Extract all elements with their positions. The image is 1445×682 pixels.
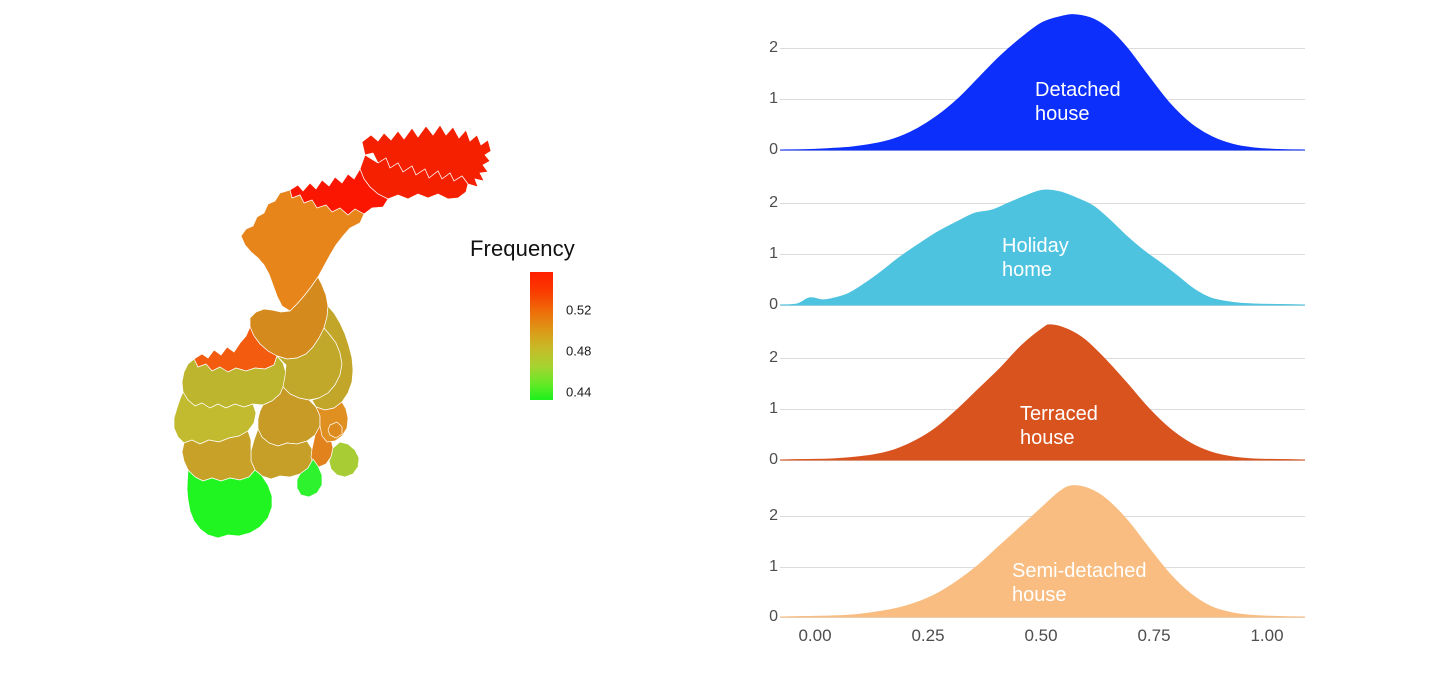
legend-tick-mark-1: [553, 351, 561, 352]
norway-choropleth-map[interactable]: [150, 95, 530, 555]
density-area: [779, 485, 1306, 618]
ridge-facet-semi-detached-house[interactable]: 2 1 0 Semi-detached house: [720, 466, 1445, 626]
map-region-oslo[interactable]: [327, 421, 343, 439]
ridge-facet-terraced-house[interactable]: 2 1 0 Terraced house: [720, 310, 1445, 470]
legend-tick-mark-0: [553, 310, 561, 311]
y-tick-label: 0: [769, 141, 778, 158]
y-tick-label: 2: [769, 39, 778, 56]
density-curve-detached-house[interactable]: [779, 0, 1306, 160]
y-axis-facet-1: 2 1 0: [730, 0, 778, 160]
density-curve-terraced-house[interactable]: [779, 310, 1306, 470]
y-axis-facet-4: 2 1 0: [730, 466, 778, 626]
density-curve-semi-detached-house[interactable]: [779, 466, 1306, 627]
map-regions[interactable]: [173, 124, 492, 539]
density-area: [779, 189, 1306, 306]
legend-colorbar[interactable]: 0.52 0.48 0.44: [530, 272, 591, 400]
legend-tick-label-048: 0.48: [566, 343, 592, 359]
x-tick-label: 0.75: [1137, 626, 1171, 645]
y-tick-label: 1: [769, 400, 778, 417]
x-axis: 0.00 0.25 0.50 0.75 1.00: [780, 618, 1370, 658]
legend-gradient-bar: [530, 272, 553, 400]
ridge-facet-detached-house[interactable]: 2 1 0 Detached house: [720, 0, 1445, 160]
ridgeline-plot: 2 1 0 Detached house 2 1 0 Holiday home: [720, 0, 1445, 682]
legend-tick-label-044: 0.44: [566, 384, 592, 400]
x-tick-label: 0.50: [1024, 626, 1058, 645]
density-area: [779, 324, 1306, 461]
y-tick-label: 1: [769, 245, 778, 262]
y-tick-label: 0: [769, 451, 778, 468]
legend-tick-label-052: 0.52: [566, 302, 592, 318]
facet-plot-area-3: Terraced house: [779, 310, 1370, 470]
y-tick-label: 1: [769, 90, 778, 107]
y-axis-facet-2: 2 1 0: [730, 155, 778, 315]
y-tick-label: 2: [769, 349, 778, 366]
map-legend: Frequency: [470, 236, 645, 411]
map-region-aust-agder[interactable]: [296, 458, 323, 498]
facet-plot-area-1: Detached house: [779, 0, 1370, 160]
y-tick-label: 0: [769, 296, 778, 313]
map-region-ostfold[interactable]: [328, 441, 360, 478]
map-panel: Frequency: [0, 0, 720, 682]
y-axis-facet-3: 2 1 0: [730, 310, 778, 470]
facet-plot-area-4: Semi-detached house: [779, 466, 1370, 627]
y-tick-label: 2: [769, 194, 778, 211]
facet-plot-area-2: Holiday home: [779, 155, 1370, 315]
x-tick-label: 0.00: [798, 626, 832, 645]
density-area: [779, 14, 1306, 151]
density-curve-holiday-home[interactable]: [779, 155, 1306, 315]
x-tick-label: 0.25: [911, 626, 945, 645]
ridge-facet-holiday-home[interactable]: 2 1 0 Holiday home: [720, 155, 1445, 315]
x-tick-label: 1.00: [1250, 626, 1284, 645]
legend-title: Frequency: [470, 236, 575, 261]
y-tick-label: 2: [769, 507, 778, 524]
y-tick-label: 1: [769, 558, 778, 575]
y-tick-label: 0: [769, 608, 778, 625]
legend-tick-mark-2: [553, 392, 561, 393]
map-region-vest-agder[interactable]: [186, 469, 273, 539]
